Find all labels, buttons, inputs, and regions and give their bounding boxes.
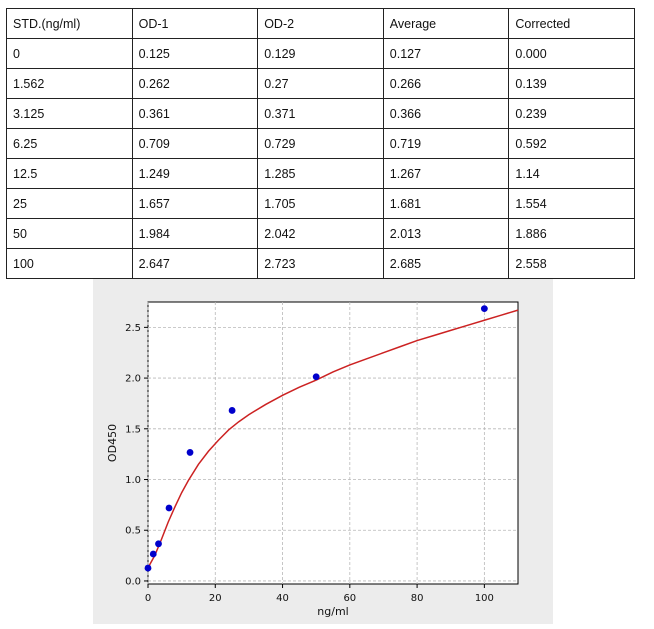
y-tick-label: 1.0 xyxy=(125,475,141,486)
table-cell: 0.125 xyxy=(131,38,259,69)
table-cell: 0.127 xyxy=(382,38,510,69)
table-cell: 1.554 xyxy=(508,188,635,219)
table-row: 3.125 0.361 0.371 0.366 0.239 xyxy=(6,98,635,129)
data-point xyxy=(480,305,488,312)
table-cell: 12.5 xyxy=(6,158,133,189)
grid xyxy=(147,302,518,584)
standard-curve-chart: 0 20 40 60 80 100 0.0 0.5 1.0 1.5 2.0 2.5 ng/ml OD4… xyxy=(93,279,553,624)
axes: 0 20 40 60 80 100 0.0 0.5 1.0 1.5 2.0 2.5 xyxy=(125,323,494,604)
y-tick-label: 0.5 xyxy=(125,526,141,537)
data-point xyxy=(155,540,162,548)
table-row: 12.5 1.249 1.285 1.267 1.14 xyxy=(6,158,635,189)
table-cell: 0.000 xyxy=(508,38,635,69)
table-cell: 0.371 xyxy=(257,98,384,129)
data-point xyxy=(312,373,320,381)
data-point xyxy=(165,504,173,512)
table-cell: 0.239 xyxy=(508,98,635,129)
column-header: OD-1 xyxy=(131,8,259,39)
series xyxy=(144,305,519,572)
y-tick-label: 0.0 xyxy=(125,576,141,587)
table-cell: 1.562 xyxy=(6,68,133,99)
chart-svg: 0 20 40 60 80 100 0.0 0.5 1.0 1.5 2.0 2.5 ng/ml OD4… xyxy=(106,301,519,618)
column-header: Corrected xyxy=(508,8,635,39)
table-cell: 6.25 xyxy=(6,128,133,159)
table-cell: 0.139 xyxy=(508,68,635,99)
table-cell: 0.592 xyxy=(508,128,635,159)
x-tick-label: 40 xyxy=(276,593,289,604)
table-cell: 0 xyxy=(6,38,133,69)
plot-area xyxy=(147,301,519,585)
table-cell: 1.886 xyxy=(508,218,635,249)
column-header: Average xyxy=(382,8,510,39)
x-tick-label: 60 xyxy=(343,593,356,604)
table-cell: 3.125 xyxy=(6,98,133,129)
table-row: 6.25 0.709 0.729 0.719 0.592 xyxy=(6,128,635,159)
table-cell: 0.129 xyxy=(257,38,384,69)
table-row: 1.562 0.262 0.27 0.266 0.139 xyxy=(6,68,635,99)
x-tick-label: 0 xyxy=(145,593,151,604)
column-header: STD.(ng/ml) xyxy=(6,8,133,39)
data-point xyxy=(144,564,152,572)
table-cell: 2.647 xyxy=(131,248,259,279)
fit-curve-line xyxy=(147,309,519,569)
table-cell: 1.705 xyxy=(257,188,384,219)
table-row: 50 1.984 2.042 2.013 1.886 xyxy=(6,218,635,249)
table-cell: 1.14 xyxy=(508,158,635,189)
table-cell: 1.681 xyxy=(382,188,510,219)
table-cell: 1.267 xyxy=(382,158,510,189)
table-cell: 2.558 xyxy=(508,248,635,279)
y-tick-label: 1.5 xyxy=(125,424,141,435)
table-row: 100 2.647 2.723 2.685 2.558 xyxy=(6,248,635,279)
table-cell: 50 xyxy=(6,218,133,249)
table-cell: 0.361 xyxy=(131,98,259,129)
table-header-row: STD.(ng/ml) OD-1 OD-2 Average Corrected xyxy=(6,8,635,39)
table-cell: 0.366 xyxy=(382,98,510,129)
column-header: OD-2 xyxy=(257,8,384,39)
data-point xyxy=(186,449,194,456)
table-cell: 0.729 xyxy=(257,128,384,159)
table-cell: 2.685 xyxy=(382,248,510,279)
table-cell: 1.249 xyxy=(131,158,259,189)
x-tick-label: 80 xyxy=(411,593,424,604)
x-tick-label: 100 xyxy=(475,593,494,604)
table-row: 0 0.125 0.129 0.127 0.000 xyxy=(6,38,635,69)
x-tick-label: 20 xyxy=(209,593,222,604)
table-cell: 1.657 xyxy=(131,188,259,219)
table-cell: 1.984 xyxy=(131,218,259,249)
table-cell: 0.262 xyxy=(131,68,259,99)
table-cell: 100 xyxy=(6,248,133,279)
table-cell: 0.709 xyxy=(131,128,259,159)
data-point xyxy=(228,407,236,414)
table-cell: 0.719 xyxy=(382,128,510,159)
y-axis-label: OD450 xyxy=(106,424,119,462)
standards-table: STD.(ng/ml) OD-1 OD-2 Average Corrected … xyxy=(6,8,635,279)
table-cell: 25 xyxy=(6,188,133,219)
y-tick-label: 2.0 xyxy=(125,374,141,385)
table-cell: 0.266 xyxy=(382,68,510,99)
y-tick-label: 2.5 xyxy=(125,323,141,334)
table-row: 25 1.657 1.705 1.681 1.554 xyxy=(6,188,635,219)
table-cell: 1.285 xyxy=(257,158,384,189)
table-cell: 2.013 xyxy=(382,218,510,249)
x-axis-label: ng/ml xyxy=(317,605,348,618)
data-point xyxy=(149,550,157,558)
table-cell: 2.723 xyxy=(257,248,384,279)
table-cell: 2.042 xyxy=(257,218,384,249)
table-cell: 0.27 xyxy=(257,68,384,99)
